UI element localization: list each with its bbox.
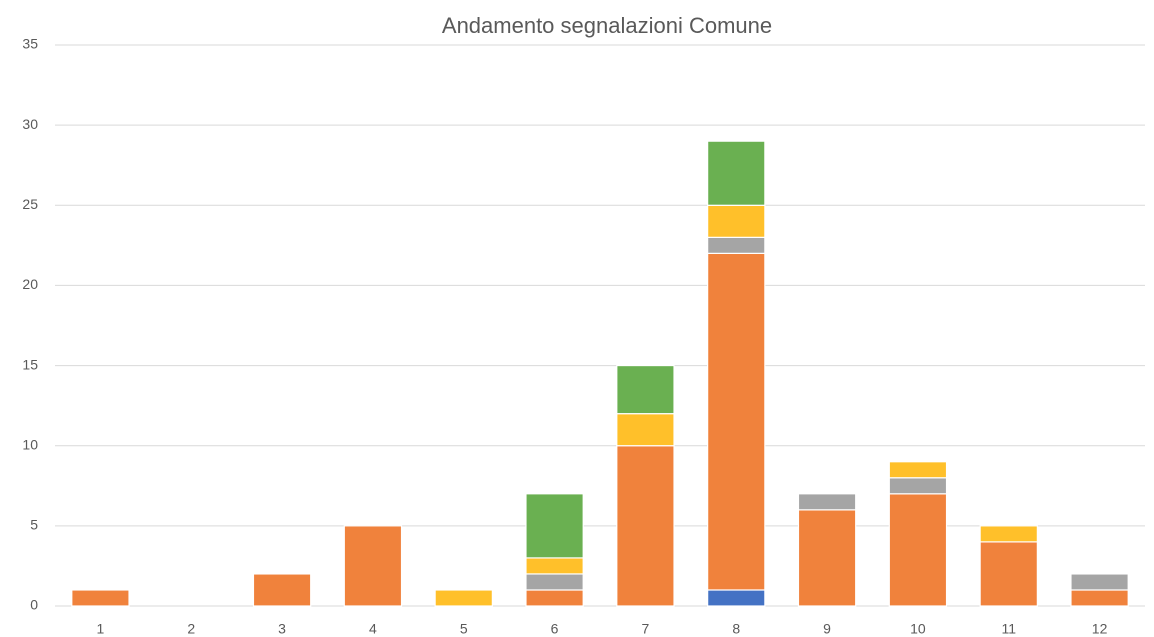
bar-segment: [979, 525, 1038, 543]
bar-segment: [888, 461, 948, 479]
y-tick-label: 35: [22, 36, 38, 52]
bar-segment: [525, 573, 584, 591]
x-tick-label: 7: [642, 621, 650, 637]
bar-segment: [707, 204, 766, 238]
y-tick-label: 20: [22, 276, 38, 292]
bar-segment: [525, 493, 584, 559]
bar-segment: [525, 557, 584, 575]
bar-segment: [343, 525, 403, 607]
y-tick-label: 10: [22, 436, 38, 452]
bar-segment: [616, 445, 675, 607]
bar-segment: [707, 252, 766, 591]
y-tick-label: 15: [22, 356, 38, 372]
y-tick-label: 5: [30, 517, 38, 533]
bar-segment: [525, 589, 584, 607]
bar-segment: [707, 589, 766, 607]
x-tick-label: 10: [910, 621, 926, 637]
x-tick-label: 1: [97, 621, 105, 637]
bar-segment: [252, 573, 312, 607]
x-tick-label: 6: [551, 621, 559, 637]
bar-segment: [797, 509, 857, 607]
x-tick-label: 4: [369, 621, 377, 637]
x-tick-label: 11: [1001, 621, 1016, 637]
bar-segment: [707, 140, 766, 206]
x-tick-label: 3: [278, 621, 286, 637]
x-tick-label: 8: [732, 621, 740, 637]
bar-segment: [71, 589, 130, 607]
bar-segment: [1070, 589, 1129, 607]
bar-segment: [888, 493, 948, 607]
bar-segment: [797, 493, 857, 511]
bar-segment: [1070, 573, 1129, 591]
y-tick-label: 30: [22, 116, 38, 132]
bar-segment: [707, 236, 766, 254]
x-tick-label: 12: [1092, 621, 1108, 637]
bar-segment: [434, 589, 493, 607]
bar-segment: [616, 413, 675, 447]
y-tick-label: 25: [22, 196, 38, 212]
y-tick-label: 0: [30, 597, 38, 613]
bar-segment: [979, 541, 1038, 607]
x-tick-label: 2: [187, 621, 195, 637]
x-tick-label: 9: [823, 621, 831, 637]
bar-segment: [616, 364, 675, 415]
bar-segment: [888, 477, 948, 495]
chart-title: Andamento segnalazioni Comune: [442, 13, 772, 38]
x-tick-label: 5: [460, 621, 468, 637]
